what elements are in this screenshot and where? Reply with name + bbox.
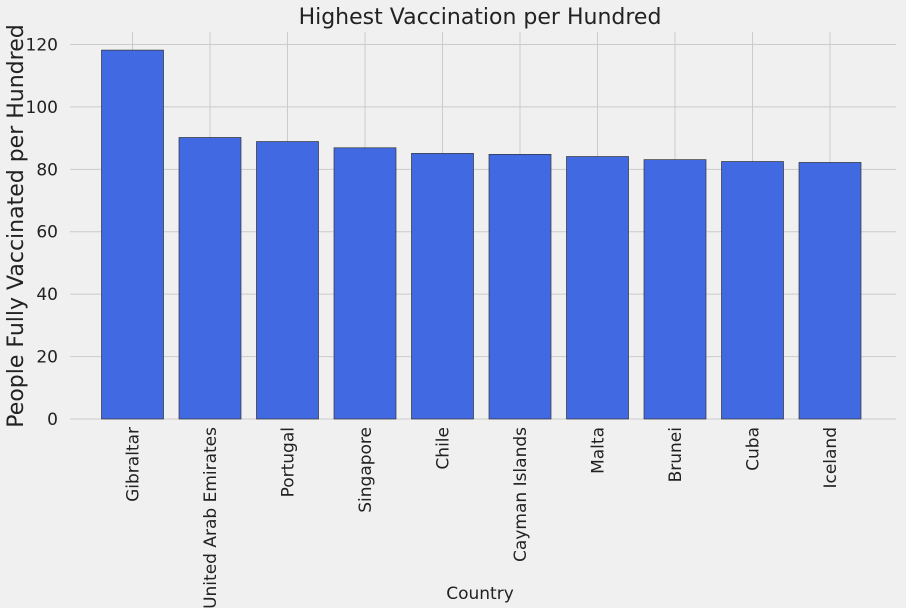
y-tick-label: 20 [36,348,58,368]
y-tick-labels: 0 20 40 60 80 100 120 [26,35,58,430]
x-tick-label: Cuba [744,427,764,471]
x-tick-label: Malta [589,427,609,474]
bar-portugal [256,141,319,420]
bar-united-arab-emirates [178,137,242,420]
x-tick-label: Chile [434,427,454,470]
x-tick-label: Singapore [356,427,376,513]
x-tick-label: Portugal [279,427,299,497]
bar-iceland [798,162,862,420]
x-tick-label: Cayman Islands [511,427,531,562]
bar-malta [566,156,629,420]
bar-cuba [721,161,784,420]
y-tick-label: 60 [36,223,58,243]
y-tick-label: 0 [47,410,58,430]
y-tick-label: 40 [36,285,58,305]
bar-gibraltar [101,49,164,420]
x-tick-label: Gibraltar [124,427,144,502]
bar-cayman-islands [488,153,552,420]
bar-chile [411,153,474,420]
x-axis-label: Country [446,584,514,604]
x-tick-label: Iceland [821,427,841,489]
x-tick-labels: Gibraltar United Arab Emirates Portugal Sin… [124,427,842,608]
y-tick-label: 100 [26,98,58,118]
x-tick-label: Brunei [666,427,686,482]
bars [101,49,862,420]
y-tick-label: 120 [26,35,58,55]
chart-title: Highest Vaccination per Hundred [299,5,662,30]
bar-singapore [333,147,397,420]
x-tick-label: United Arab Emirates [201,427,221,608]
bar-brunei [643,159,707,420]
y-axis-label: People Fully Vaccinated per Hundred [4,24,29,427]
y-tick-label: 80 [36,160,58,180]
